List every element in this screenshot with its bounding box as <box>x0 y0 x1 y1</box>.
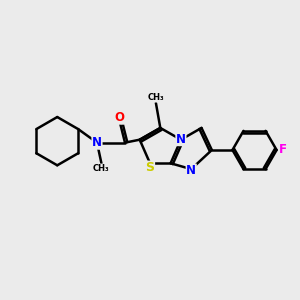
Text: CH₃: CH₃ <box>93 164 110 173</box>
Text: N: N <box>186 164 196 177</box>
Text: S: S <box>146 161 154 174</box>
Text: N: N <box>176 133 186 146</box>
Text: CH₃: CH₃ <box>148 93 164 102</box>
Text: O: O <box>114 111 124 124</box>
Text: N: N <box>92 136 102 149</box>
Text: F: F <box>279 143 287 157</box>
